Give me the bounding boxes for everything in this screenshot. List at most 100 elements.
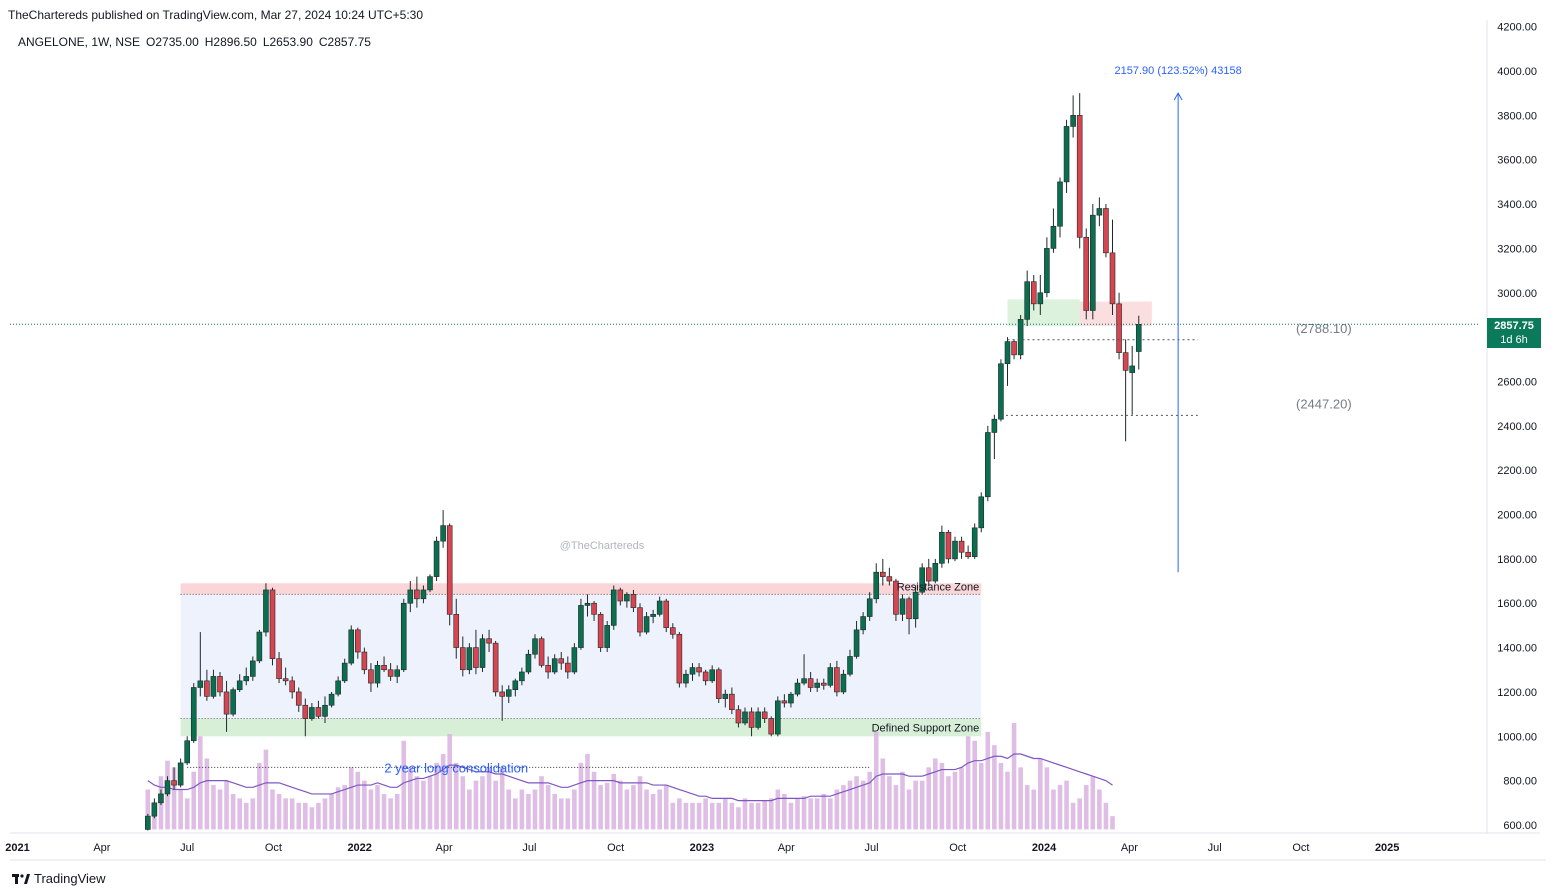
candle-body xyxy=(1096,208,1103,216)
candle-body xyxy=(289,680,295,693)
candle-body xyxy=(348,629,355,664)
candle-body xyxy=(1037,292,1044,305)
volume-bar xyxy=(926,767,932,830)
consolidation-label: 2 year long consolidation xyxy=(384,760,528,775)
candle-body xyxy=(374,665,381,684)
volume-bar xyxy=(847,780,853,830)
tradingview-brand[interactable]: TradingView xyxy=(12,871,106,886)
volume-bar xyxy=(355,771,361,830)
candle-body xyxy=(525,653,532,673)
y-tick-label: 3400.00 xyxy=(1497,199,1537,211)
candle-body xyxy=(630,594,637,608)
candle-body xyxy=(886,576,893,582)
volume-bar xyxy=(591,771,597,830)
y-tick-label: 1600.00 xyxy=(1497,598,1537,610)
candle-body xyxy=(387,669,394,677)
candle-body xyxy=(505,689,512,697)
candle-body xyxy=(158,793,164,804)
volume-bar xyxy=(808,798,813,830)
y-tick-label: 2400.00 xyxy=(1497,421,1537,433)
volume-bar xyxy=(545,785,551,830)
candle-body xyxy=(827,667,834,686)
candle-body xyxy=(781,700,788,704)
candle-body xyxy=(276,658,282,679)
candle-body xyxy=(755,711,761,728)
volume-bar xyxy=(1005,771,1010,830)
volume-bar xyxy=(237,798,242,830)
candle-body xyxy=(840,673,847,693)
volume-bar xyxy=(316,802,321,830)
volume-bar xyxy=(178,789,183,830)
volume-bar xyxy=(434,762,439,830)
candle-body xyxy=(715,669,722,699)
candle-body xyxy=(958,540,965,553)
volume-bar xyxy=(440,754,446,830)
candle-body xyxy=(591,602,597,615)
candle-body xyxy=(499,691,505,697)
candle-body xyxy=(807,678,814,688)
volume-bar xyxy=(709,802,715,830)
high-value: H2896.50 xyxy=(204,35,257,49)
candle-body xyxy=(171,780,177,786)
candle-body xyxy=(939,531,945,564)
candle-body xyxy=(880,571,886,577)
volume-bar xyxy=(1024,785,1030,830)
volume-bar xyxy=(401,740,407,830)
volume-bar xyxy=(1083,785,1089,830)
tradingview-logo-icon xyxy=(12,873,30,884)
volume-bar xyxy=(572,789,577,830)
candle-body xyxy=(853,629,860,657)
candle-body xyxy=(670,627,676,635)
candle-body xyxy=(899,598,906,615)
volume-bar xyxy=(900,771,905,830)
x-tick-label: 2023 xyxy=(690,842,714,854)
volume-bar xyxy=(913,780,918,830)
candle-body xyxy=(834,667,840,693)
volume-bar xyxy=(775,789,781,830)
volume-bar xyxy=(276,793,282,830)
measure-label: 2157.90 (123.52%) 43158 xyxy=(1115,65,1242,77)
volume-bar xyxy=(604,782,610,830)
volume-bar xyxy=(972,740,977,830)
volume-bar xyxy=(539,776,544,830)
candle-body xyxy=(250,660,256,677)
candle-body xyxy=(532,638,538,655)
volume-bar xyxy=(768,798,774,830)
candle-body xyxy=(1011,341,1017,356)
candle-body xyxy=(1122,352,1129,371)
candle-body xyxy=(709,669,715,682)
volume-bar xyxy=(243,802,249,830)
candle-body xyxy=(893,580,899,615)
volume-bar xyxy=(184,798,190,830)
candle-body xyxy=(866,598,873,617)
volume-bar xyxy=(322,798,328,830)
candle-body xyxy=(282,678,289,682)
volume-bar xyxy=(250,798,256,830)
volume-bar xyxy=(860,780,866,830)
volume-bar xyxy=(473,780,479,830)
y-tick-label: 600.00 xyxy=(1503,820,1537,832)
candle-body xyxy=(236,680,243,691)
volume-bar xyxy=(801,796,807,830)
candle-body xyxy=(932,563,939,582)
publish-info: TheChartereds published on TradingView.c… xyxy=(8,8,424,22)
candle-body xyxy=(394,669,400,677)
candle-body xyxy=(729,693,735,710)
volume-bar xyxy=(296,802,302,830)
volume-bar xyxy=(696,802,702,830)
volume-bar xyxy=(946,776,951,830)
volume-bar xyxy=(1090,776,1096,830)
candle-body xyxy=(735,709,742,724)
volume-bar xyxy=(447,734,452,830)
y-tick-label: 3600.00 xyxy=(1497,155,1537,167)
candle-body xyxy=(184,740,190,764)
candle-body xyxy=(820,682,827,686)
candle-body xyxy=(637,607,643,633)
volume-bar xyxy=(742,798,748,830)
volume-bar xyxy=(657,789,662,830)
y-tick-label: 1400.00 xyxy=(1497,643,1537,655)
volume-bar xyxy=(526,793,531,830)
annotation-layer: 2 year long consolidation Resistance Zone… xyxy=(10,65,1480,775)
volume-bar xyxy=(762,800,767,830)
